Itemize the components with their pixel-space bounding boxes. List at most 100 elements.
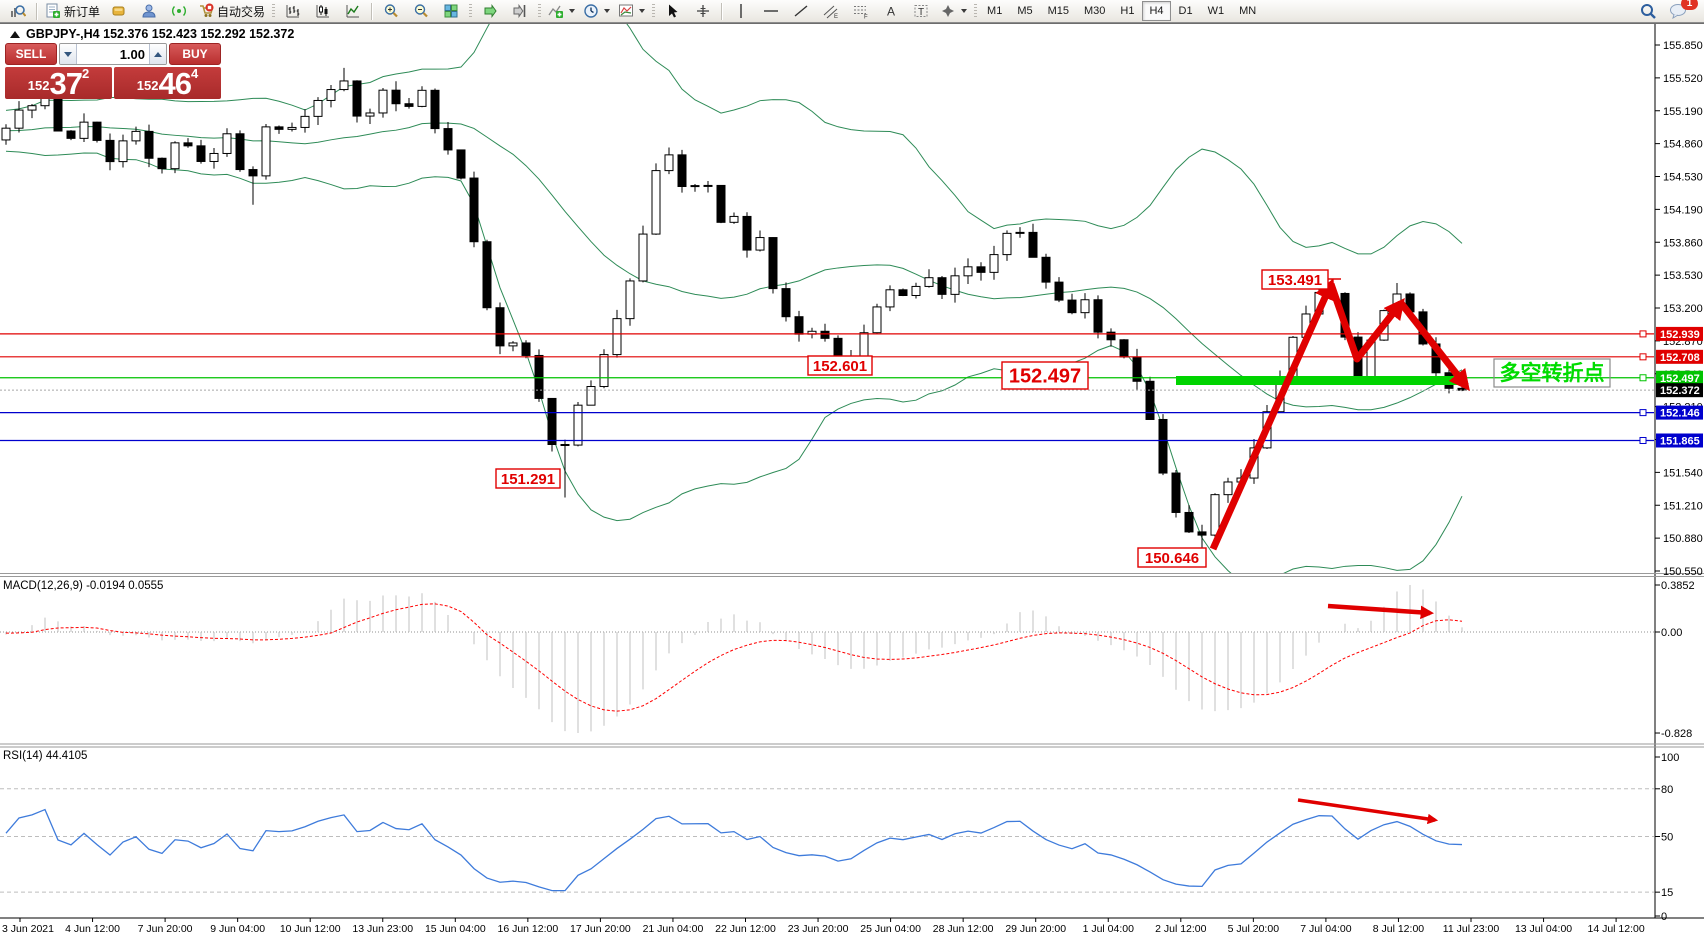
volume-increase-button[interactable]	[149, 44, 166, 64]
tile-windows-icon[interactable]	[436, 0, 466, 22]
indicators-icon[interactable]	[544, 0, 579, 22]
channel-tool-icon[interactable]: E	[816, 0, 846, 22]
price-annotation-box[interactable]	[1001, 361, 1089, 390]
price-tag	[1656, 326, 1703, 341]
candlestick-chart-type-icon[interactable]	[308, 0, 338, 22]
trend-arrow-down[interactable]	[1398, 300, 1470, 391]
text-tool-icon[interactable]: A	[876, 0, 906, 22]
bull-candle	[872, 306, 882, 334]
signals-icon[interactable]	[164, 0, 194, 22]
rsi-trend-arrow[interactable]	[1297, 798, 1439, 825]
bear-candle	[105, 139, 115, 163]
fibonacci-tool-icon[interactable]: F	[846, 0, 876, 22]
periods-clock-icon[interactable]	[579, 0, 614, 22]
bear-candle	[92, 121, 102, 141]
bear-candle	[716, 184, 726, 223]
autotrading-button[interactable]: 自动交易	[194, 0, 269, 22]
chart-title: GBPJPY-,H4 152.376 152.423 152.292 152.3…	[10, 27, 294, 41]
svg-text:A: A	[887, 5, 895, 19]
price-axis-label: 154.530	[1663, 172, 1703, 184]
new-order-button[interactable]: 新订单	[41, 0, 104, 22]
bull-candle	[365, 112, 375, 117]
macd-panel[interactable]	[0, 585, 1654, 734]
timeframe-m5[interactable]: M5	[1017, 5, 1033, 17]
rsi-panel[interactable]	[0, 788, 1654, 893]
hline-handle[interactable]	[1639, 409, 1647, 417]
price-axis-label: 153.530	[1663, 270, 1703, 282]
gold-cube-icon[interactable]	[104, 0, 134, 22]
volume-decrease-button[interactable]	[60, 44, 77, 64]
timeframe-h4[interactable]: H4	[1142, 1, 1171, 21]
price-annotation-box[interactable]	[1137, 547, 1207, 568]
rsi-axis-label: 80	[1661, 784, 1673, 796]
search-icon[interactable]	[1633, 0, 1663, 22]
buy-button[interactable]: BUY	[169, 43, 221, 65]
crosshair-icon[interactable]	[688, 0, 718, 22]
timeframe-m15[interactable]: M15	[1047, 5, 1069, 17]
toolbar-grip	[652, 3, 656, 19]
support-zone-bar[interactable]	[1176, 376, 1462, 385]
price-annotation-text: 150.646	[1145, 550, 1199, 567]
line-chart-type-icon[interactable]	[338, 0, 368, 22]
price-annotation-box[interactable]	[495, 468, 561, 489]
arrows-tool-icon[interactable]	[936, 0, 971, 22]
symbol-search-icon[interactable]	[3, 0, 33, 22]
sell-price[interactable]: 152 37 2	[5, 67, 112, 99]
indicators-dropdown-caret	[569, 9, 576, 13]
bull-candle	[27, 105, 37, 111]
volume-stepper	[59, 43, 167, 65]
timeframe-w1[interactable]: W1	[1207, 5, 1225, 17]
time-axis-label: 11 Jul 23:00	[1443, 923, 1500, 935]
bear-candle	[1119, 339, 1129, 358]
chat-button[interactable]: 1	[1663, 0, 1698, 22]
trendline-tool-icon[interactable]	[786, 0, 816, 22]
templates-dropdown-caret	[639, 9, 646, 13]
hline-handle[interactable]	[1639, 330, 1647, 338]
bear-candle	[456, 149, 466, 179]
hline-handle[interactable]	[1639, 353, 1647, 361]
macd-trend-arrow[interactable]	[1327, 603, 1435, 620]
volume-input[interactable]	[77, 44, 149, 64]
bear-candle	[820, 330, 830, 339]
zoom-in-icon[interactable]	[376, 0, 406, 22]
trend-arrow-up-2[interactable]	[1327, 282, 1405, 363]
templates-icon[interactable]	[614, 0, 649, 22]
cursor-icon[interactable]	[658, 0, 688, 22]
sell-price-pip: 2	[81, 66, 90, 81]
bull-candle	[950, 275, 960, 295]
price-annotation-box[interactable]	[807, 355, 873, 376]
trade-panel-collapse-icon[interactable]	[10, 30, 20, 38]
autoscroll-icon[interactable]	[475, 0, 505, 22]
chart-window[interactable]: GBPJPY-,H4 152.376 152.423 152.292 152.3…	[0, 23, 1704, 937]
main-price-panel[interactable]: 153.491 152.601 152.497 151.291 150.646 多空转折点	[0, 23, 1654, 586]
timeframe-m1[interactable]: M1	[987, 5, 1003, 17]
separator	[371, 2, 374, 20]
timeframe-mn[interactable]: MN	[1239, 5, 1257, 17]
bar-chart-type-icon[interactable]	[278, 0, 308, 22]
note-box[interactable]	[1493, 358, 1611, 388]
hline-handle[interactable]	[1639, 436, 1647, 444]
price-annotation-text: 153.491	[1268, 272, 1322, 289]
timeframe-h1[interactable]: H1	[1120, 5, 1135, 17]
buy-price[interactable]: 152 46 4	[114, 67, 221, 99]
bear-candle	[1106, 331, 1116, 341]
price-axis: 155.850 155.520 155.190 154.860 154.530 154.1…	[0, 24, 1704, 923]
vertical-line-tool-icon[interactable]	[726, 0, 756, 22]
timeframe-d1[interactable]: D1	[1178, 5, 1193, 17]
hline-handle[interactable]	[1639, 374, 1647, 382]
price-annotation-box[interactable]	[1261, 269, 1329, 290]
community-icon[interactable]	[134, 0, 164, 22]
chart-surface[interactable]: 153.491 152.601 152.497 151.291 150.646 多空转折点…	[0, 23, 1704, 937]
trend-arrow-up-1[interactable]	[1209, 278, 1335, 551]
time-axis-label: 22 Jun 12:00	[715, 923, 776, 935]
bear-candle	[248, 169, 258, 177]
chart-shift-icon[interactable]	[505, 0, 535, 22]
text-label-tool-icon[interactable]: T	[906, 0, 936, 22]
zoom-out-icon[interactable]	[406, 0, 436, 22]
toolbar-grip	[272, 3, 276, 19]
sell-button[interactable]: SELL	[5, 43, 57, 65]
bear-candle	[183, 142, 193, 147]
horizontal-line-tool-icon[interactable]	[756, 0, 786, 22]
toolbar-grip	[469, 3, 473, 19]
timeframe-m30[interactable]: M30	[1084, 5, 1106, 17]
